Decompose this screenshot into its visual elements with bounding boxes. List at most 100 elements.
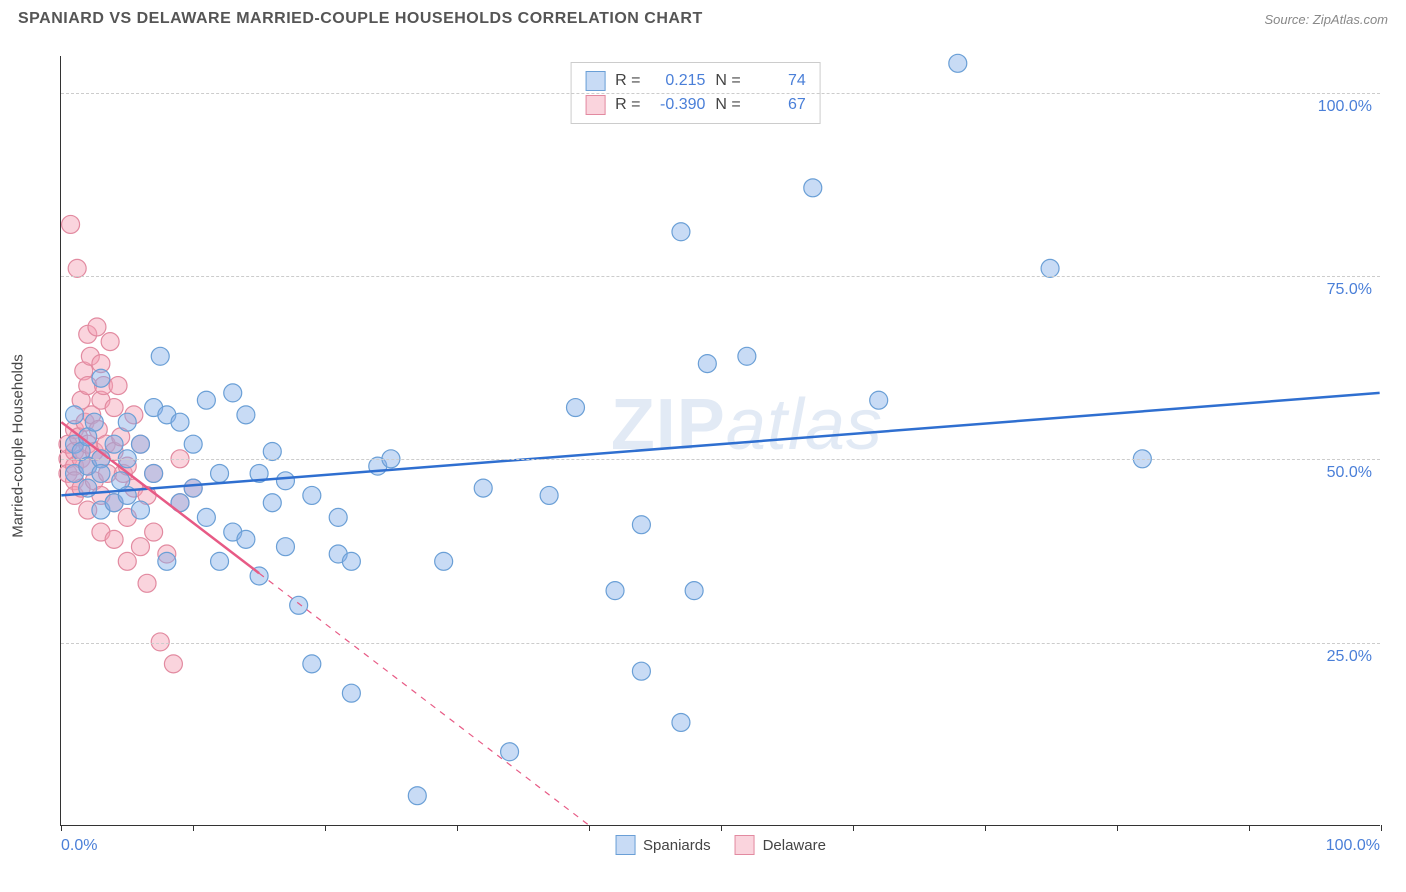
data-point (92, 369, 110, 387)
data-point (145, 464, 163, 482)
data-point (158, 552, 176, 570)
data-point (197, 508, 215, 526)
legend-item-delaware: Delaware (735, 835, 826, 855)
data-point (164, 655, 182, 673)
data-point (109, 377, 127, 395)
y-tick-label: 25.0% (1327, 648, 1372, 666)
data-point (237, 530, 255, 548)
x-tick (1117, 825, 1118, 831)
data-point (131, 501, 149, 519)
data-point (606, 582, 624, 600)
gridline (61, 459, 1380, 460)
data-point (118, 413, 136, 431)
data-point (949, 54, 967, 72)
x-tick (1381, 825, 1382, 831)
x-tick (193, 825, 194, 831)
data-point (224, 384, 242, 402)
data-point (698, 355, 716, 373)
data-point (131, 435, 149, 453)
data-point (263, 494, 281, 512)
data-point (303, 655, 321, 673)
y-tick-label: 75.0% (1327, 281, 1372, 299)
data-point (632, 662, 650, 680)
y-tick-label: 100.0% (1318, 98, 1372, 116)
data-point (151, 347, 169, 365)
data-point (145, 523, 163, 541)
gridline (61, 643, 1380, 644)
x-axis-max-label: 100.0% (1326, 837, 1380, 855)
gridline (61, 276, 1380, 277)
data-point (540, 486, 558, 504)
legend-row-spaniards: R = 0.215 N = 74 (585, 69, 806, 93)
data-point (237, 406, 255, 424)
data-point (567, 399, 585, 417)
legend-swatch-spaniards (585, 71, 605, 91)
data-point (672, 713, 690, 731)
y-axis-label: Married-couple Households (10, 354, 27, 537)
data-point (1041, 259, 1059, 277)
n-value-spaniards: 74 (751, 72, 806, 90)
data-point (62, 215, 80, 233)
series-legend: Spaniards Delaware (615, 835, 826, 855)
data-point (101, 333, 119, 351)
data-point (804, 179, 822, 197)
data-point (342, 684, 360, 702)
data-point (870, 391, 888, 409)
data-point (211, 464, 229, 482)
data-point (276, 538, 294, 556)
data-point (329, 508, 347, 526)
data-point (672, 223, 690, 241)
data-point (92, 464, 110, 482)
x-tick (457, 825, 458, 831)
data-point (501, 743, 519, 761)
x-tick (721, 825, 722, 831)
legend-swatch-delaware-b (735, 835, 755, 855)
data-point (263, 442, 281, 460)
x-tick (985, 825, 986, 831)
r-label: R = (615, 72, 640, 90)
data-point (171, 413, 189, 431)
x-tick (853, 825, 854, 831)
trend-line (61, 393, 1379, 496)
legend-label-spaniards: Spaniards (643, 837, 711, 854)
legend-swatch-delaware (585, 95, 605, 115)
data-point (138, 574, 156, 592)
data-point (738, 347, 756, 365)
data-point (68, 259, 86, 277)
data-point (105, 435, 123, 453)
data-point (342, 552, 360, 570)
scatter-svg (61, 56, 1380, 825)
data-point (66, 406, 84, 424)
y-tick-label: 50.0% (1327, 464, 1372, 482)
data-point (88, 318, 106, 336)
data-point (276, 472, 294, 490)
chart-title: SPANIARD VS DELAWARE MARRIED-COUPLE HOUS… (18, 10, 703, 28)
data-point (197, 391, 215, 409)
data-point (435, 552, 453, 570)
trend-line-extrapolated (259, 573, 589, 825)
data-point (685, 582, 703, 600)
data-point (290, 596, 308, 614)
n-label: N = (715, 72, 740, 90)
data-point (632, 516, 650, 534)
legend-item-spaniards: Spaniards (615, 835, 711, 855)
x-tick (61, 825, 62, 831)
n-label: N = (715, 96, 740, 114)
data-point (105, 530, 123, 548)
data-point (85, 413, 103, 431)
legend-label-delaware: Delaware (763, 837, 826, 854)
data-point (184, 435, 202, 453)
legend-swatch-spaniards-b (615, 835, 635, 855)
chart-plot-area: ZIPatlas R = 0.215 N = 74 R = -0.390 N =… (60, 56, 1380, 826)
legend-row-delaware: R = -0.390 N = 67 (585, 93, 806, 117)
x-tick (325, 825, 326, 831)
data-point (131, 538, 149, 556)
data-point (408, 787, 426, 805)
n-value-delaware: 67 (751, 96, 806, 114)
r-value-spaniards: 0.215 (650, 72, 705, 90)
data-point (105, 399, 123, 417)
data-point (474, 479, 492, 497)
gridline (61, 93, 1380, 94)
data-point (303, 486, 321, 504)
data-point (118, 552, 136, 570)
